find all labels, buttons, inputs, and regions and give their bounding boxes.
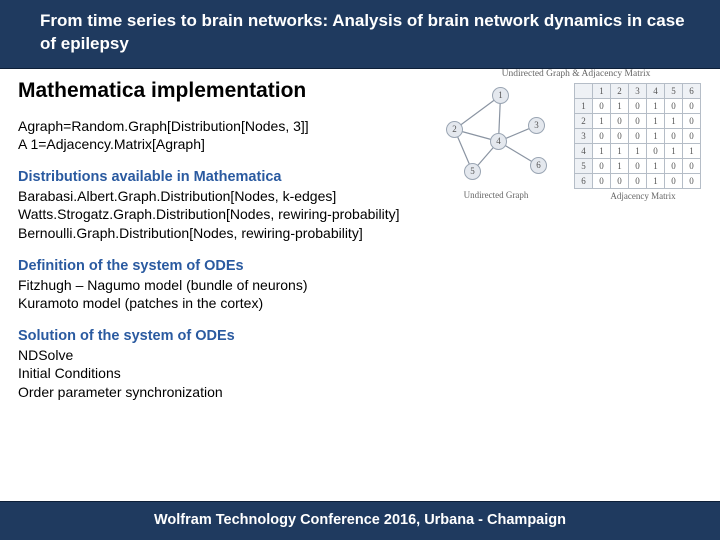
matrix-col-header: 6 [683, 83, 701, 98]
matrix-cell: 1 [647, 128, 665, 143]
matrix-cell: 0 [647, 143, 665, 158]
matrix-cell: 0 [593, 98, 611, 113]
matrix-cell: 1 [611, 98, 629, 113]
figure-title: Undirected Graph & Adjacency Matrix [436, 69, 716, 79]
odes-sol-heading: Solution of the system of ODEs [18, 328, 702, 344]
matrix-cell: 0 [665, 98, 683, 113]
matrix-cell: 1 [629, 143, 647, 158]
matrix-row-header: 5 [575, 158, 593, 173]
matrix-cell: 0 [611, 113, 629, 128]
undirected-graph: 1 2 3 45 6 [436, 83, 556, 188]
odes-def-heading: Definition of the system of ODEs [18, 258, 702, 274]
matrix-row-header: 4 [575, 143, 593, 158]
matrix-cell: 0 [683, 173, 701, 188]
matrix-caption: Adjacency Matrix [574, 191, 712, 201]
body-line: NDSolve [18, 346, 702, 364]
matrix-cell: 0 [629, 158, 647, 173]
matrix-cell: 0 [683, 158, 701, 173]
graph-node: 3 [528, 117, 545, 134]
graph-node: 5 [464, 163, 481, 180]
body-line: Fitzhugh – Nagumo model (bundle of neuro… [18, 276, 702, 294]
matrix-cell: 1 [593, 113, 611, 128]
matrix-cell: 1 [665, 113, 683, 128]
matrix-panel: 1234561010100210011030001004111011501010… [574, 83, 712, 201]
matrix-cell: 0 [683, 113, 701, 128]
matrix-cell: 0 [665, 158, 683, 173]
matrix-cell: 1 [611, 143, 629, 158]
graph-panel: 1 2 3 45 6 Undirected Graph [436, 83, 556, 200]
matrix-cell: 0 [665, 173, 683, 188]
matrix-cell: 1 [665, 143, 683, 158]
body-line: Order parameter synchronization [18, 383, 702, 401]
matrix-cell: 0 [665, 128, 683, 143]
matrix-col-header: 4 [647, 83, 665, 98]
slide-footer: Wolfram Technology Conference 2016, Urba… [0, 501, 720, 540]
graph-node: 2 [446, 121, 463, 138]
matrix-cell: 1 [593, 143, 611, 158]
matrix-col-header: 5 [665, 83, 683, 98]
graph-node: 4 [490, 133, 507, 150]
graph-node: 6 [530, 157, 547, 174]
adjacency-matrix: 1234561010100210011030001004111011501010… [574, 83, 701, 189]
matrix-cell: 0 [683, 98, 701, 113]
matrix-cell: 1 [647, 173, 665, 188]
figure-row: 123456 Undirected Graph 1234561010100210… [436, 83, 716, 201]
matrix-row-header: 2 [575, 113, 593, 128]
matrix-cell: 0 [629, 113, 647, 128]
matrix-row-header: 1 [575, 98, 593, 113]
matrix-col-header: 3 [629, 83, 647, 98]
matrix-col-header: 2 [611, 83, 629, 98]
matrix-cell: 1 [647, 98, 665, 113]
odes-sol-section: Solution of the system of ODEs NDSolve I… [18, 328, 702, 401]
matrix-row-header: 6 [575, 173, 593, 188]
matrix-cell: 1 [647, 158, 665, 173]
matrix-cell: 1 [611, 158, 629, 173]
graph-caption: Undirected Graph [436, 190, 556, 200]
matrix-cell: 0 [611, 128, 629, 143]
matrix-cell: 0 [593, 128, 611, 143]
footer-text: Wolfram Technology Conference 2016, Urba… [154, 512, 566, 528]
matrix-cell: 0 [683, 128, 701, 143]
matrix-cell: 0 [611, 173, 629, 188]
graph-node: 1 [492, 87, 509, 104]
body-line: Initial Conditions [18, 364, 702, 382]
matrix-cell: 1 [683, 143, 701, 158]
slide-header: From time series to brain networks: Anal… [0, 0, 720, 69]
odes-def-section: Definition of the system of ODEs Fitzhug… [18, 258, 702, 312]
matrix-cell: 1 [647, 113, 665, 128]
graph-adjacency-figure: Undirected Graph & Adjacency Matrix 1234… [436, 69, 716, 229]
matrix-cell: 0 [629, 98, 647, 113]
matrix-cell: 0 [629, 173, 647, 188]
slide-content: Mathematica implementation Agraph=Random… [0, 69, 720, 401]
matrix-col-header: 1 [593, 83, 611, 98]
matrix-cell: 0 [593, 158, 611, 173]
body-line: Kuramoto model (patches in the cortex) [18, 294, 702, 312]
matrix-cell: 0 [593, 173, 611, 188]
slide-title: From time series to brain networks: Anal… [40, 11, 685, 53]
matrix-cell: 0 [629, 128, 647, 143]
matrix-row-header: 3 [575, 128, 593, 143]
